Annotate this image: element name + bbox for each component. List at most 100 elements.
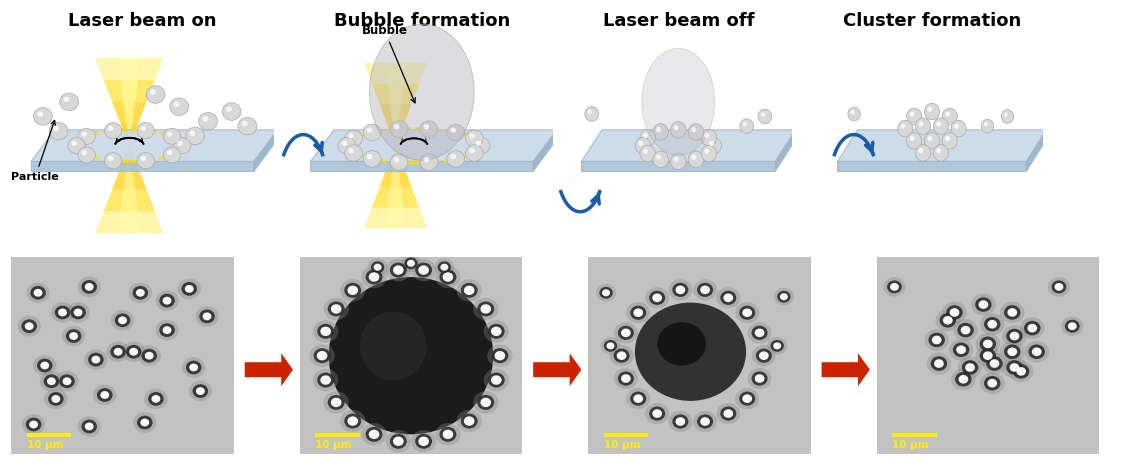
Circle shape bbox=[140, 126, 146, 131]
Circle shape bbox=[447, 124, 465, 141]
Circle shape bbox=[420, 121, 438, 138]
Circle shape bbox=[755, 374, 765, 383]
Circle shape bbox=[407, 260, 415, 267]
Circle shape bbox=[488, 324, 505, 339]
Polygon shape bbox=[96, 58, 163, 146]
Circle shape bbox=[656, 127, 661, 132]
Circle shape bbox=[418, 265, 429, 275]
Polygon shape bbox=[310, 161, 534, 171]
Circle shape bbox=[1065, 320, 1080, 333]
Circle shape bbox=[189, 364, 198, 372]
Circle shape bbox=[677, 419, 681, 422]
Polygon shape bbox=[364, 146, 428, 228]
Circle shape bbox=[1001, 110, 1013, 123]
Circle shape bbox=[971, 293, 995, 315]
Circle shape bbox=[742, 122, 747, 126]
Circle shape bbox=[204, 314, 207, 316]
Circle shape bbox=[370, 261, 384, 273]
Circle shape bbox=[751, 326, 767, 340]
Circle shape bbox=[677, 287, 681, 290]
Circle shape bbox=[74, 308, 82, 316]
Circle shape bbox=[617, 351, 627, 360]
Circle shape bbox=[160, 323, 174, 337]
Circle shape bbox=[173, 102, 180, 107]
Circle shape bbox=[962, 327, 966, 330]
Circle shape bbox=[200, 309, 214, 323]
Text: 10 μm: 10 μm bbox=[27, 440, 64, 450]
Polygon shape bbox=[838, 161, 1026, 171]
Circle shape bbox=[946, 305, 962, 320]
Circle shape bbox=[942, 132, 958, 149]
Circle shape bbox=[182, 357, 205, 378]
Circle shape bbox=[418, 437, 429, 446]
Circle shape bbox=[936, 121, 942, 126]
Circle shape bbox=[781, 294, 784, 297]
Circle shape bbox=[1034, 349, 1037, 352]
Circle shape bbox=[348, 285, 358, 295]
Circle shape bbox=[186, 360, 202, 374]
Circle shape bbox=[87, 285, 89, 287]
Circle shape bbox=[953, 319, 978, 341]
Circle shape bbox=[115, 314, 130, 327]
Ellipse shape bbox=[657, 322, 706, 366]
Circle shape bbox=[987, 320, 998, 329]
Circle shape bbox=[473, 298, 498, 320]
Circle shape bbox=[691, 127, 697, 132]
Circle shape bbox=[759, 351, 768, 360]
Polygon shape bbox=[113, 102, 146, 146]
Circle shape bbox=[693, 279, 717, 300]
Circle shape bbox=[654, 411, 658, 414]
Circle shape bbox=[724, 409, 733, 418]
Circle shape bbox=[185, 285, 194, 293]
Circle shape bbox=[361, 423, 386, 446]
Circle shape bbox=[133, 412, 156, 433]
Circle shape bbox=[480, 398, 491, 407]
Ellipse shape bbox=[642, 48, 715, 155]
Circle shape bbox=[31, 286, 46, 300]
Circle shape bbox=[145, 388, 168, 409]
Circle shape bbox=[324, 298, 349, 320]
Circle shape bbox=[160, 294, 174, 307]
Circle shape bbox=[492, 328, 497, 331]
Circle shape bbox=[756, 376, 760, 379]
Circle shape bbox=[461, 414, 478, 429]
Circle shape bbox=[961, 326, 970, 335]
Circle shape bbox=[953, 343, 969, 357]
Circle shape bbox=[483, 320, 508, 343]
Circle shape bbox=[1013, 364, 1029, 379]
Circle shape bbox=[466, 418, 470, 421]
Circle shape bbox=[984, 122, 987, 126]
Circle shape bbox=[1010, 363, 1019, 372]
Circle shape bbox=[367, 127, 373, 133]
Polygon shape bbox=[581, 130, 796, 161]
Circle shape bbox=[22, 319, 36, 333]
Circle shape bbox=[986, 356, 1003, 371]
Circle shape bbox=[129, 283, 152, 303]
Circle shape bbox=[226, 106, 233, 112]
Circle shape bbox=[934, 359, 944, 368]
Circle shape bbox=[670, 122, 686, 138]
Circle shape bbox=[656, 154, 661, 160]
Circle shape bbox=[195, 306, 219, 327]
Circle shape bbox=[59, 93, 79, 110]
Circle shape bbox=[725, 295, 728, 298]
Circle shape bbox=[344, 145, 363, 161]
Circle shape bbox=[635, 310, 638, 313]
Circle shape bbox=[415, 434, 432, 449]
Circle shape bbox=[934, 145, 948, 161]
Circle shape bbox=[375, 265, 377, 267]
Circle shape bbox=[48, 392, 64, 406]
Circle shape bbox=[906, 132, 922, 149]
Circle shape bbox=[897, 120, 913, 137]
Circle shape bbox=[1016, 367, 1026, 376]
Circle shape bbox=[421, 267, 424, 271]
Circle shape bbox=[361, 266, 386, 288]
Ellipse shape bbox=[328, 277, 494, 434]
Circle shape bbox=[203, 313, 212, 320]
Circle shape bbox=[608, 344, 611, 346]
Circle shape bbox=[323, 377, 326, 380]
Circle shape bbox=[585, 107, 599, 121]
Circle shape bbox=[342, 141, 348, 146]
Circle shape bbox=[613, 322, 638, 344]
Circle shape bbox=[630, 392, 646, 406]
